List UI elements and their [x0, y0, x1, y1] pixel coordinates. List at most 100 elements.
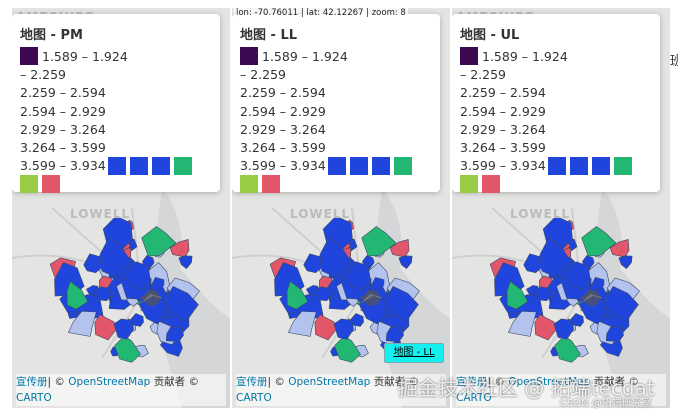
region: [564, 261, 592, 290]
region: [163, 286, 199, 322]
attribution-link[interactable]: OpenStreetMap: [508, 376, 591, 388]
attribution-text: | ©: [487, 376, 505, 388]
region: [383, 286, 419, 322]
attribution-link[interactable]: CARTO: [456, 392, 492, 404]
legend-swatch: [460, 175, 478, 193]
legend-swatch: [240, 175, 258, 193]
legend-swatch: [108, 157, 126, 175]
attribution-link[interactable]: CARTO: [16, 392, 52, 404]
legend: 地图 - PM 1.589 – 1.924 – 2.259 2.259 – 2.594…: [12, 14, 220, 193]
legend-label: 3.599 – 3.934: [240, 158, 326, 174]
region: [319, 237, 352, 278]
region: [385, 325, 404, 343]
region: [141, 226, 177, 257]
region: [94, 314, 117, 341]
region: [533, 286, 553, 302]
legend: 地图 - UL 1.589 – 1.924 – 2.259 2.259 – 2.594…: [452, 14, 660, 193]
legend-title: 地图 - UL: [460, 28, 520, 43]
legend-swatch: [548, 157, 566, 175]
region: [314, 314, 337, 341]
attribution-text: 贡献者 ©: [373, 376, 420, 388]
region: [592, 277, 605, 292]
city-core: [364, 290, 380, 306]
legend-swatch: [130, 157, 148, 175]
attribution-link[interactable]: 宣传册: [456, 376, 488, 388]
region: [130, 313, 144, 327]
legend-label: 2.259 – 2.594: [20, 85, 106, 101]
region: [178, 255, 193, 270]
legend: 地图 - LL 1.589 – 1.924 – 2.259 2.259 – 2.594…: [232, 14, 440, 193]
region: [618, 255, 633, 270]
legend-swatch: [394, 157, 412, 175]
region: [333, 318, 354, 340]
region: [344, 261, 372, 290]
region: [67, 310, 97, 337]
region: [553, 318, 574, 340]
attribution-text: | ©: [47, 376, 65, 388]
region: [554, 335, 581, 363]
attribution-link[interactable]: CARTO: [236, 392, 272, 404]
legend-swatch: [262, 175, 280, 193]
region: [66, 280, 89, 310]
attribution-link[interactable]: OpenStreetMap: [288, 376, 371, 388]
region: [361, 226, 397, 257]
attribution-text: 贡献者 ©: [153, 376, 200, 388]
map-label: LOWELL: [510, 207, 571, 221]
region: [398, 255, 413, 270]
city-core: [584, 290, 600, 306]
legend-swatch: [42, 175, 60, 193]
legend-swatch: [372, 157, 390, 175]
side-text: 班: [670, 54, 678, 69]
attribution-link[interactable]: 宣传册: [16, 376, 48, 388]
city-core: [144, 290, 160, 306]
legend-swatch: [20, 175, 38, 193]
region: [287, 310, 317, 337]
legend-label: – 2.259: [240, 67, 287, 83]
map-panel: AMPSHIRELOWELLDover地图 - PM1.589 – 1.924–…: [12, 8, 230, 408]
attribution-link[interactable]: 宣传册: [236, 376, 268, 388]
region: [534, 314, 557, 341]
region: [581, 226, 617, 257]
legend-label: 1.589 – 1.924: [482, 49, 568, 64]
region: [334, 335, 361, 363]
layer-button[interactable]: 地图 - LL: [384, 343, 444, 363]
legend-label: 3.599 – 3.934: [20, 158, 106, 174]
road: [452, 207, 583, 359]
road: [232, 207, 363, 359]
region: [124, 261, 152, 290]
legend-swatch: [240, 47, 258, 65]
region: [605, 325, 624, 343]
map-label: LOWELL: [70, 207, 131, 221]
map-label: LOWELL: [290, 207, 351, 221]
legend-label: – 2.259: [460, 67, 507, 83]
legend-swatch: [174, 157, 192, 175]
attribution-link[interactable]: OpenStreetMap: [68, 376, 151, 388]
legend-label: 1.589 – 1.924: [42, 49, 128, 64]
watermark: CSDN @拓端研究室: [560, 398, 652, 409]
legend-label: 2.929 – 3.264: [460, 121, 546, 137]
region: [506, 280, 529, 310]
legend-swatch: [614, 157, 632, 175]
legend-swatch: [460, 47, 478, 65]
attribution: 宣传册| © OpenStreetMap 贡献者 © CARTO: [16, 374, 226, 406]
legend-label: 2.594 – 2.929: [240, 103, 326, 119]
legend-label: 3.264 – 3.599: [20, 140, 106, 155]
legend-label: 2.929 – 3.264: [240, 121, 326, 137]
region: [372, 277, 385, 292]
region: [152, 277, 165, 292]
legend-swatch: [570, 157, 588, 175]
region: [93, 286, 113, 302]
region: [99, 237, 132, 278]
legend-title: 地图 - LL: [240, 28, 298, 43]
legend-swatch: [152, 157, 170, 175]
legend-label: 2.929 – 3.264: [20, 121, 106, 137]
legend-label: 2.594 – 2.929: [460, 103, 546, 119]
region: [570, 313, 584, 327]
legend-title: 地图 - PM: [20, 28, 83, 43]
region: [350, 313, 364, 327]
region: [507, 310, 537, 337]
legend-label: 1.589 – 1.924: [262, 49, 348, 64]
legend-label: 3.599 – 3.934: [460, 158, 546, 174]
region: [113, 318, 134, 340]
